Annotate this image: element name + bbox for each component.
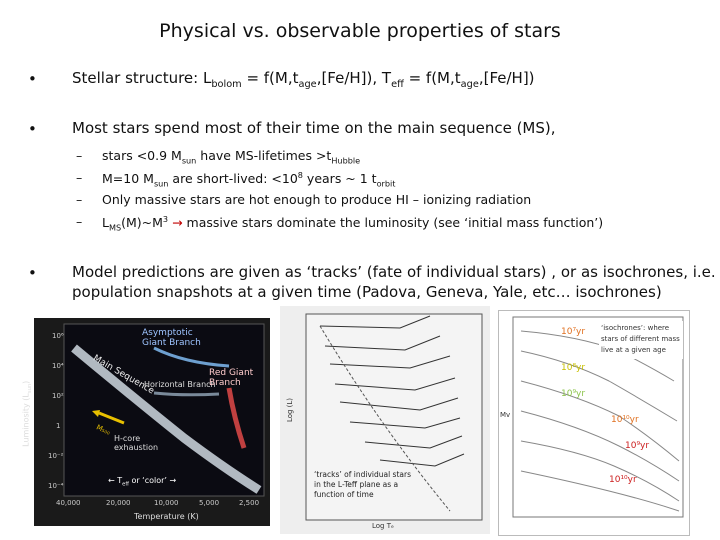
bullet-stellar-structure: Stellar structure: Lbolom = f(M,tage,[Fe… <box>72 68 535 95</box>
hr-y-tick: 10⁴ <box>52 362 64 370</box>
hr-y-tick: 10⁻² <box>48 452 63 460</box>
tracks-y-axis-label: Log (L) <box>286 398 294 422</box>
bullet-main-sequence: Most stars spend most of their time on t… <box>72 118 556 138</box>
tracks-caption: ‘tracks’ of individual stars in the L-Te… <box>314 470 411 500</box>
sub-bullet-ionizing: Only massive stars are hot enough to pro… <box>102 192 531 207</box>
tracks-diagram: ‘tracks’ of individual stars in the L-Te… <box>280 306 490 534</box>
isochrones-diagram: ‘isochrones’: where stars of different m… <box>498 310 690 536</box>
sub-bullet-short-lived: M=10 Msun are short-lived: <108 years ~ … <box>102 170 395 189</box>
hr-y-tick: 1 <box>56 422 60 430</box>
age-label: 10⁹yr <box>625 441 649 451</box>
age-label: 10¹⁰yr <box>609 475 637 485</box>
bullet-model-predictions: Model predictions are given as ‘tracks’ … <box>72 262 716 302</box>
sub-bullet-lifetimes: stars <0.9 Msun have MS-lifetimes >tHubb… <box>102 148 360 166</box>
hr-diagram: Asymptotic Giant Branch Main Sequence Ho… <box>34 318 270 526</box>
sub-bullet-dash: – <box>76 214 82 229</box>
hr-x-tick: 5,000 <box>199 499 219 507</box>
hr-x-tick: 40,000 <box>56 499 81 507</box>
sub-bullet-luminosity: LMS(M)~M3 → massive stars dominate the l… <box>102 214 603 233</box>
sub-bullet-dash: – <box>76 148 82 163</box>
age-label: 10⁷yr <box>561 327 585 337</box>
h-core-exhaustion-label: H-core exhaustion <box>114 434 164 452</box>
hr-x-tick: 20,000 <box>106 499 131 507</box>
sub-bullet-dash: – <box>76 170 82 185</box>
isochrones-label: ‘isochrones’: where stars of different m… <box>601 323 680 356</box>
red-giant-branch-label: Red Giant Branch <box>209 368 264 388</box>
age-label: 10¹⁰yr <box>611 415 639 425</box>
hr-y-tick: 10² <box>52 392 64 400</box>
bullet-marker: • <box>28 264 37 282</box>
agb-label: Asymptotic Giant Branch <box>142 328 201 348</box>
tracks-x-axis-label: Log Tₑ <box>372 522 394 530</box>
isochrones-y-axis-label: Mv <box>500 411 510 419</box>
age-label: 10⁹yr <box>561 389 585 399</box>
age-label: 10⁸yr <box>561 363 585 373</box>
hr-y-tick: 10⁶ <box>52 332 64 340</box>
hr-diagram-graphic <box>34 318 270 526</box>
hr-y-axis-label: Luminosity (Lsun) <box>21 381 33 447</box>
teff-color-note: ← Teff or ‘color’ → <box>108 476 176 488</box>
bullet-marker: • <box>28 120 37 138</box>
hr-y-tick: 10⁻⁴ <box>48 482 63 490</box>
page-title: Physical vs. observable properties of st… <box>0 20 720 42</box>
horizontal-branch-label: Horizontal Branch <box>144 380 216 389</box>
hr-x-tick: 10,000 <box>154 499 179 507</box>
sub-bullet-dash: – <box>76 192 82 207</box>
hr-x-axis-label: Temperature (K) <box>134 512 199 521</box>
bullet-marker: • <box>28 70 37 88</box>
hr-x-tick: 2,500 <box>239 499 259 507</box>
